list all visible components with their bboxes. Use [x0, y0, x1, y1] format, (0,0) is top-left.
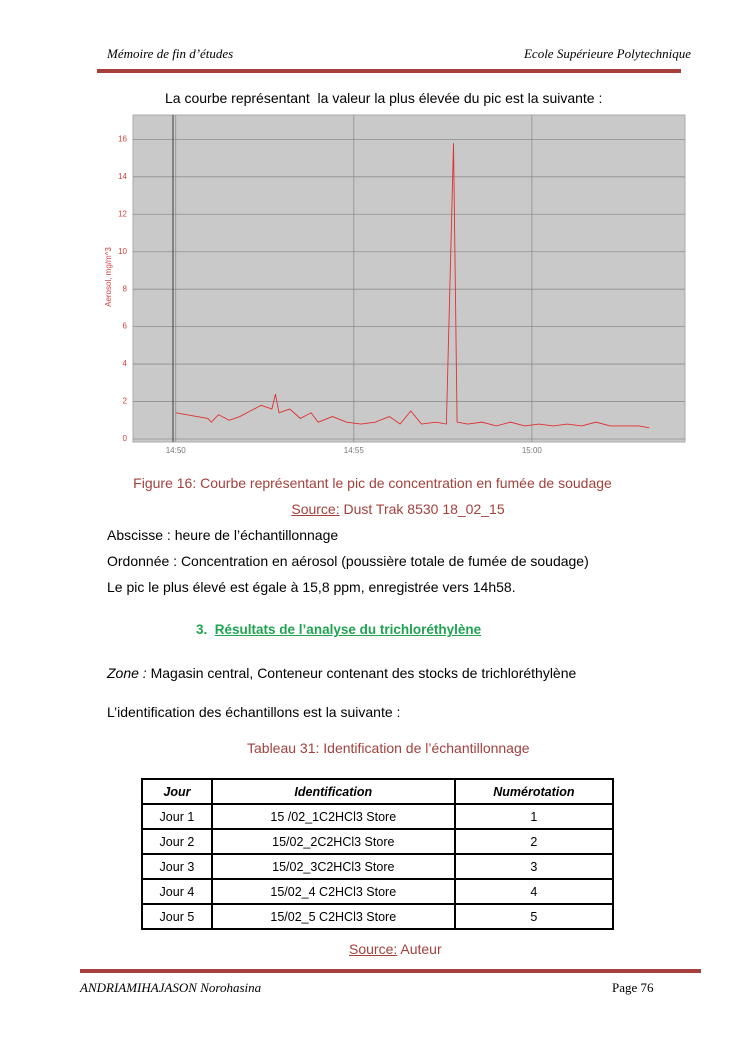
table-cell: Jour 5 [141, 903, 213, 930]
paragraph: L’identification des échantillons est la… [107, 704, 401, 720]
table-cell: Jour 2 [141, 828, 213, 855]
table-cell: 5 [453, 903, 615, 930]
y-tick-label: 8 [123, 284, 128, 293]
zone-text: Magasin central, Conteneur contenant des… [150, 665, 577, 681]
table-source: Source: Auteur [349, 941, 442, 957]
paragraph: Ordonnée : Concentration en aérosol (pou… [107, 553, 589, 569]
table-row: Jour 2 15/02_2C2HCl3 Store 2 [141, 828, 615, 855]
table-row: Jour 4 15/02_4 C2HCl3 Store 4 [141, 878, 615, 905]
section-heading: 3. Résultats de l’analyse du trichloréth… [196, 622, 481, 637]
header-right: Ecole Supérieure Polytechnique [523, 46, 691, 61]
footer-left: ANDRIAMIHAJASON Norohasina [80, 980, 262, 995]
table-cell: 15/02_4 C2HCl3 Store [210, 878, 456, 905]
table-cell: Numérotation [453, 778, 615, 805]
y-tick-label: 10 [118, 247, 127, 256]
source-label: Source: [349, 941, 398, 957]
y-tick-label: 12 [118, 209, 127, 218]
source-text: Dust Trak 8530 18_02_15 [343, 501, 505, 517]
y-tick-label: 6 [123, 322, 128, 331]
header-rule [97, 69, 681, 73]
y-tick-label: 2 [123, 397, 128, 406]
table-cell: 2 [453, 828, 615, 855]
zone: Zone : Magasin central, Conteneur conten… [107, 665, 576, 681]
chart: 0 2 4 6 8 10 12 14 16 14:50 14:55 15:00 Aerosol, mg/… [105, 114, 686, 455]
section-number: 3. [196, 622, 208, 637]
section-title: Résultats de l’analyse du trichloréthylè… [214, 622, 482, 637]
table-row: Jour 1 15 /02_1C2HCl3 Store 1 [141, 803, 615, 830]
paragraph: Abscisse : heure de l’échantillonnage [107, 527, 339, 543]
table: Jour Identification Numérotation Jour 1 15 /… [141, 778, 615, 930]
table-cell: 1 [453, 803, 615, 830]
footer-right: Page 76 [612, 980, 654, 995]
y-tick-label: 4 [123, 359, 128, 368]
header-left: Mémoire de fin d’études [107, 46, 234, 61]
table-cell: Identification [210, 778, 456, 805]
y-tick-label: 16 [118, 134, 127, 143]
table-cell: Jour 4 [141, 878, 213, 905]
table-row: Jour Identification Numérotation [141, 778, 615, 805]
table-cell: 15/02_5 C2HCl3 Store [210, 903, 456, 930]
data-line [175, 143, 650, 429]
x-tick-label: 14:50 [166, 446, 187, 455]
x-tick-label: 14:55 [344, 446, 365, 455]
table-cell: 15/02_3C2HCl3 Store [210, 853, 456, 880]
footer-rule [80, 969, 701, 973]
table-cell: Jour [141, 778, 213, 805]
source-text: Auteur [400, 941, 442, 957]
table-row: Jour 3 15/02_3C2HCl3 Store 3 [141, 853, 615, 880]
table-cell: 15 /02_1C2HCl3 Store [210, 803, 456, 830]
intro: La courbe représentant la valeur la plus… [165, 90, 603, 106]
figure-caption: Figure 16: Courbe représentant le pic de… [133, 475, 612, 491]
table-cell: 3 [453, 853, 615, 880]
zone-label: Zone : [107, 665, 147, 681]
table-cell: Jour 3 [141, 853, 213, 880]
plot-area [132, 114, 686, 443]
y-tick-label: 14 [118, 172, 127, 181]
table-cell: 4 [453, 878, 615, 905]
source-label: Source: [291, 501, 340, 517]
table-caption: Tableau 31: Identification de l’échantil… [247, 740, 530, 756]
y-tick-label: 0 [123, 434, 128, 443]
x-tick-label: 15:00 [522, 446, 543, 455]
figure-source: Source: Dust Trak 8530 18_02_15 [0, 501, 745, 517]
table-cell: 15/02_2C2HCl3 Store [210, 828, 456, 855]
paragraph: Le pic le plus élevé est égale à 15,8 pp… [107, 579, 516, 595]
table-cell: Jour 1 [141, 803, 213, 830]
table-row: Jour 5 15/02_5 C2HCl3 Store 5 [141, 903, 615, 930]
y-axis-label: Aerosol, mg/m^3 [105, 247, 113, 307]
